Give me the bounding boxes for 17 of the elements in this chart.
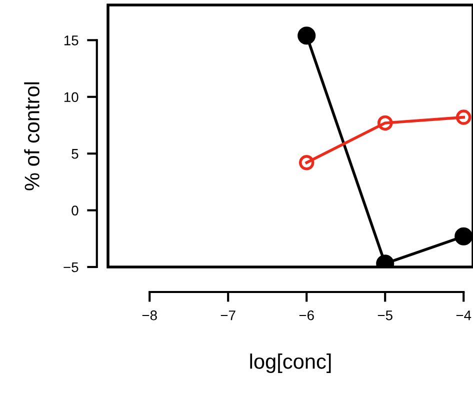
point [377, 115, 393, 131]
x-tick-label: −5 [378, 310, 392, 320]
y-tick-label: 5 [72, 149, 78, 159]
x-tick-label: −6 [299, 310, 314, 320]
y-tick-label: −5 [64, 262, 78, 272]
x-tick-label: −7 [220, 310, 236, 320]
x-axis-title: log[conc] [250, 354, 331, 373]
x-tick-label: −8 [142, 310, 157, 320]
y-tick-label: 15 [64, 36, 78, 46]
y-tick-label: 10 [64, 92, 78, 102]
point [298, 26, 316, 45]
point [456, 110, 472, 125]
point [298, 155, 314, 170]
y-axis-title: % of control [24, 82, 40, 190]
y-tick-label: 0 [72, 206, 78, 216]
x-tick-label: −4 [456, 310, 472, 320]
point [454, 227, 473, 246]
